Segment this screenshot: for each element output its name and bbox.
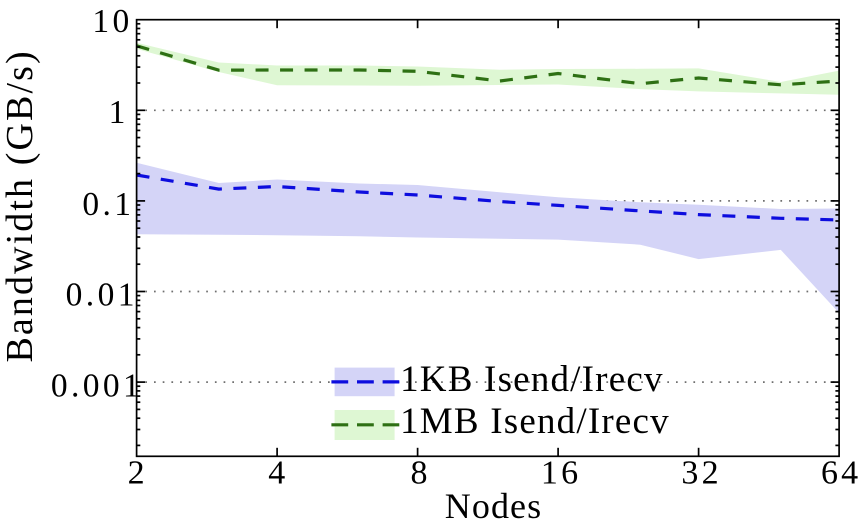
svg-text:Nodes: Nodes [445, 486, 543, 522]
svg-text:0.1: 0.1 [82, 186, 134, 223]
svg-text:0.001: 0.001 [51, 368, 143, 405]
svg-text:1KB Isend/Irecv: 1KB Isend/Irecv [400, 359, 664, 400]
svg-text:0.01: 0.01 [66, 276, 138, 313]
svg-text:8: 8 [410, 455, 430, 492]
svg-text:1: 1 [109, 94, 129, 131]
svg-text:2: 2 [128, 455, 148, 492]
svg-text:64: 64 [821, 455, 861, 492]
svg-text:10: 10 [92, 3, 132, 40]
svg-text:4: 4 [268, 455, 288, 492]
svg-text:16: 16 [541, 455, 581, 492]
svg-text:Bandwidth (GB/s): Bandwidth (GB/s) [0, 49, 41, 362]
svg-text:32: 32 [681, 455, 721, 492]
svg-text:1MB Isend/Irecv: 1MB Isend/Irecv [400, 401, 670, 442]
